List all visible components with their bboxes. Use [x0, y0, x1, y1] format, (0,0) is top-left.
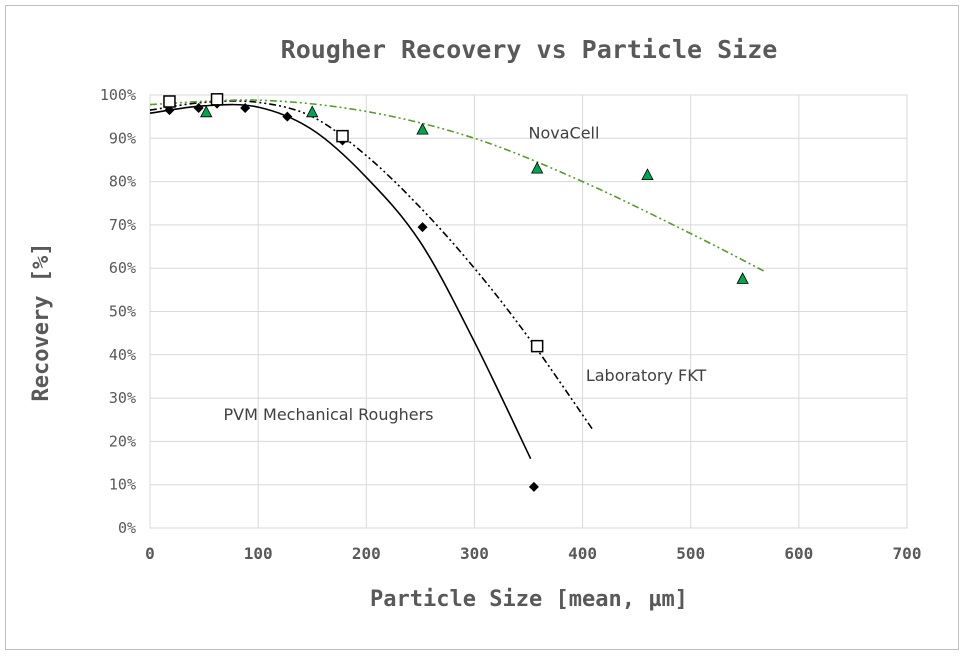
x-tick-label: 200	[352, 544, 381, 563]
y-tick-label: 10%	[109, 476, 136, 494]
x-tick-label: 300	[460, 544, 489, 563]
chart-frame: Rougher Recovery vs Particle Size 0% 10% 2…	[5, 5, 959, 650]
data-point-triangle	[641, 168, 654, 181]
y-tick-label: 20%	[109, 432, 136, 450]
y-tick-label: 40%	[109, 346, 136, 364]
data-point-triangle	[306, 105, 319, 118]
y-tick-label: 80%	[109, 173, 136, 191]
y-tick-label: 50%	[109, 303, 136, 321]
data-point-triangle	[200, 105, 213, 118]
annotation-label: NovaCell	[529, 123, 600, 142]
data-point-triangle	[416, 122, 429, 135]
recovery-chart: Rougher Recovery vs Particle Size 0% 10% 2…	[29, 35, 922, 612]
markers	[163, 93, 749, 492]
data-point-diamond	[282, 111, 293, 122]
y-tick-label: 0%	[118, 519, 136, 537]
data-point-triangle	[736, 272, 749, 284]
x-tick-label: 600	[784, 544, 813, 563]
grid	[149, 94, 908, 529]
y-tick-label: 30%	[109, 389, 136, 407]
annotations: NovaCell Laboratory FKT PVM Mechanical Rou…	[224, 123, 707, 423]
x-tick-label: 100	[244, 544, 273, 563]
annotation-label: Laboratory FKT	[586, 366, 707, 385]
data-point-square	[336, 129, 349, 143]
data-point-diamond	[193, 102, 204, 113]
y-tick-label: 90%	[109, 129, 136, 147]
y-tick-label: 70%	[109, 216, 136, 234]
data-point-square	[210, 93, 224, 106]
annotation-label: PVM Mechanical Roughers	[224, 405, 434, 424]
y-axis-label: Recovery [%]	[29, 243, 54, 402]
data-point-triangle	[530, 161, 544, 174]
data-point-diamond	[417, 222, 428, 233]
plot-area	[149, 94, 908, 529]
trendline	[149, 100, 595, 432]
y-tick-label: 60%	[109, 259, 136, 277]
data-point-diamond	[528, 481, 539, 492]
x-axis-label: Particle Size [mean, µm]	[370, 587, 688, 612]
data-point-diamond	[240, 102, 251, 113]
data-point-square	[530, 339, 544, 353]
data-point-square	[163, 95, 176, 108]
x-tick-label: 0	[145, 544, 155, 563]
x-tick-label: 500	[676, 544, 705, 563]
x-tick-label: 700	[893, 544, 922, 563]
axes: 0% 10% 20% 30% 40% 50% 60% 70% 80% 90% 100% 0 100 200…	[100, 86, 922, 563]
y-tick-label: 100%	[100, 86, 136, 104]
trendline	[149, 99, 765, 272]
x-tick-label: 400	[568, 544, 597, 563]
chart-title: Rougher Recovery vs Particle Size	[281, 35, 778, 64]
